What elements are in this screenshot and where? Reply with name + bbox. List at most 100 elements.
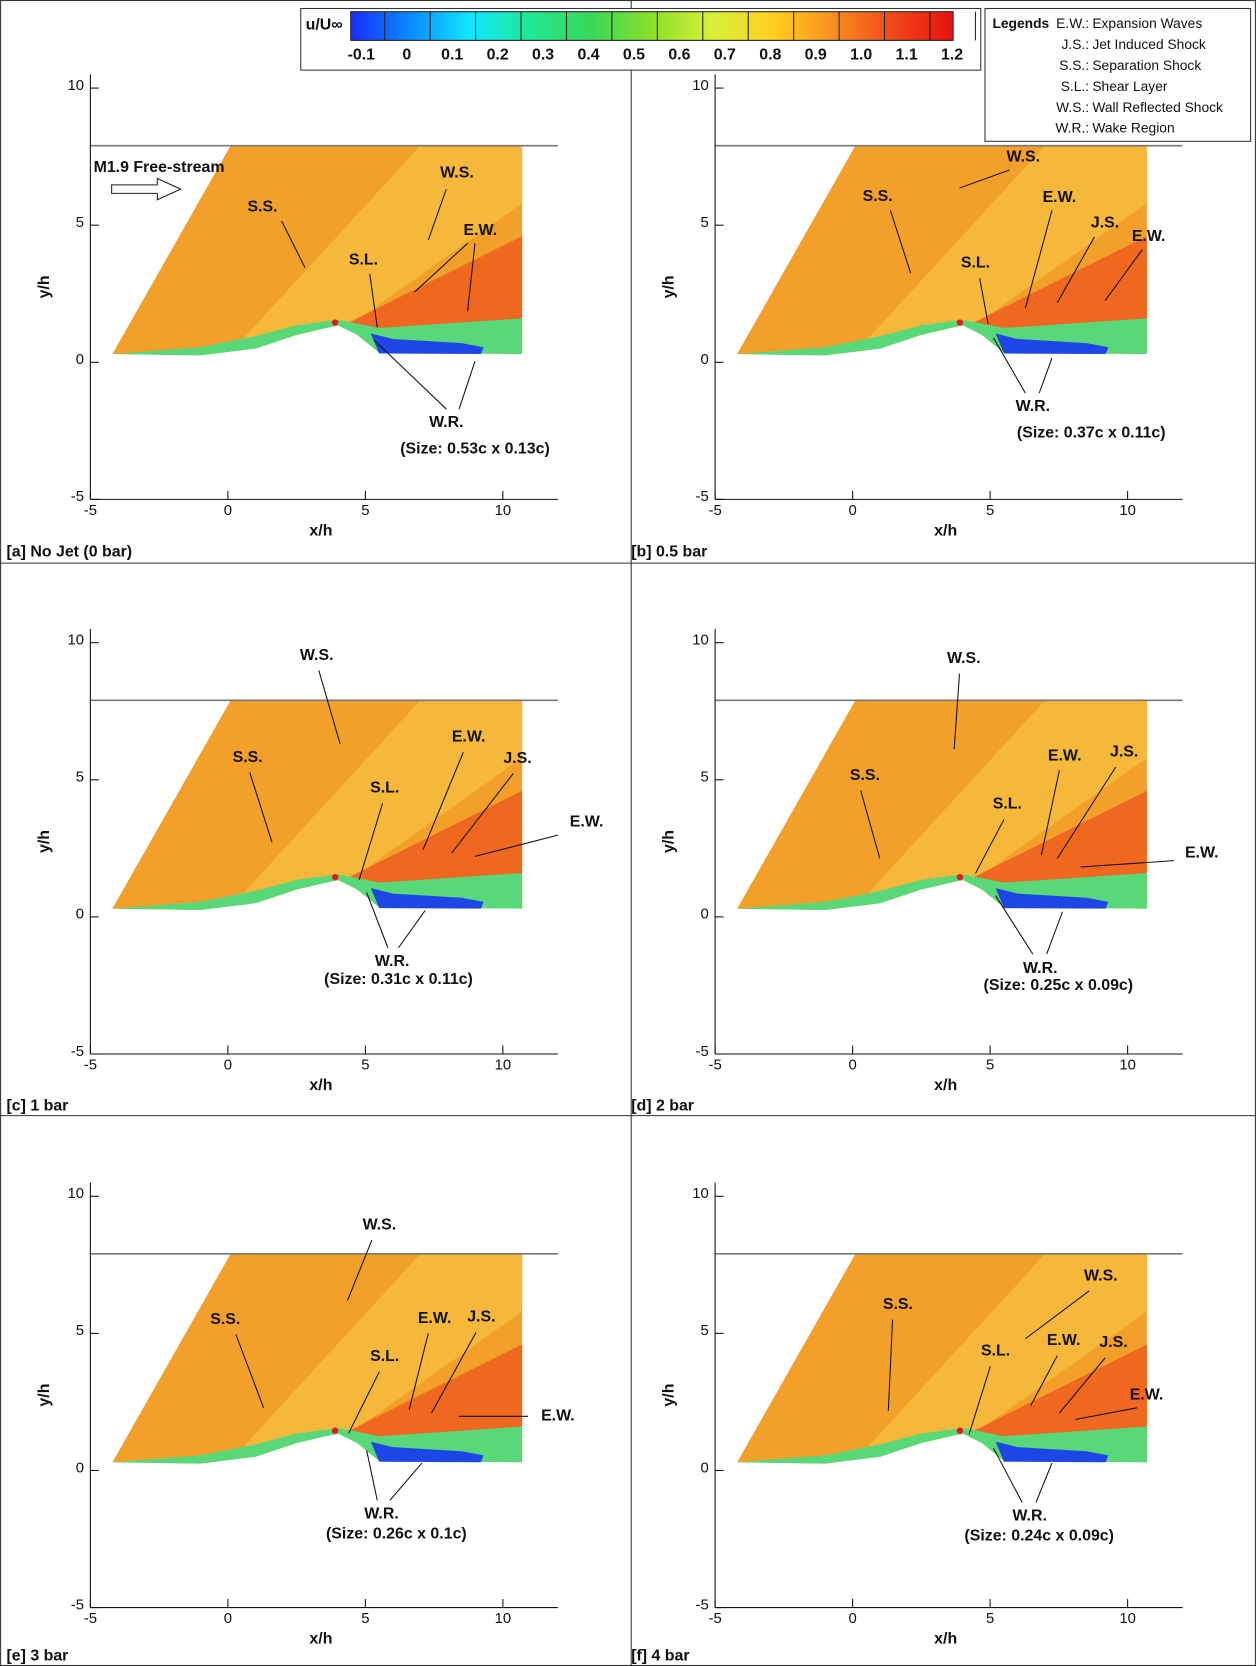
y-tick-label: -5 bbox=[71, 1597, 84, 1613]
annotation: S.L. bbox=[370, 1348, 399, 1365]
x-tick-label: 0 bbox=[848, 1611, 856, 1627]
annotation: S.S. bbox=[863, 188, 893, 205]
annotation: S.L. bbox=[981, 1343, 1010, 1360]
leader-line bbox=[974, 818, 1005, 874]
field-region bbox=[346, 1344, 523, 1444]
panel-label: [b] 0.5 bar bbox=[631, 544, 707, 561]
leader-line bbox=[366, 892, 389, 948]
colorbar-tick-label: 0.2 bbox=[487, 46, 509, 63]
x-tick-label: 10 bbox=[1119, 1611, 1136, 1627]
field-region bbox=[331, 1427, 339, 1434]
size-label: (Size: 0.25c x 0.09c) bbox=[984, 977, 1134, 994]
leader-line bbox=[968, 1366, 991, 1435]
annotation: W.R. bbox=[364, 1505, 399, 1522]
panel-label: [e] 3 bar bbox=[6, 1648, 68, 1665]
annotation: J.S. bbox=[1110, 743, 1138, 760]
y-tick-label: -5 bbox=[696, 1597, 709, 1613]
y-tick-label: 0 bbox=[76, 352, 84, 368]
colorbar-tick-label: 0.6 bbox=[668, 46, 690, 63]
colorbar-tick-label: 0.5 bbox=[623, 46, 645, 63]
annotation: S.S. bbox=[210, 1311, 240, 1328]
leader-line bbox=[979, 278, 989, 325]
y-tick-label: 5 bbox=[76, 1323, 84, 1339]
field-region bbox=[370, 888, 484, 909]
field-region bbox=[956, 319, 964, 326]
leader-line bbox=[889, 210, 912, 274]
leader-line bbox=[887, 1319, 894, 1412]
leader-line bbox=[348, 1371, 380, 1434]
size-label: (Size: 0.31c x 0.11c) bbox=[324, 971, 473, 988]
annotation: W.R. bbox=[429, 414, 464, 431]
y-tick-label: 5 bbox=[700, 215, 708, 231]
leader-line bbox=[1056, 236, 1095, 304]
panel-label: [c] 1 bar bbox=[6, 1097, 68, 1114]
annotation: S.L. bbox=[370, 780, 399, 797]
annotation: W.S. bbox=[1006, 148, 1040, 165]
colorbar-tick-label: 1.2 bbox=[941, 46, 963, 63]
field-region bbox=[241, 145, 523, 341]
colorbar-label: u/U∞ bbox=[306, 17, 343, 34]
field-region bbox=[995, 888, 1109, 909]
y-axis-label: y/h bbox=[36, 275, 53, 298]
colorbar-tick-label: 0.1 bbox=[441, 46, 463, 63]
y-tick-label: 10 bbox=[692, 1186, 709, 1202]
size-label: (Size: 0.24c x 0.09c) bbox=[964, 1528, 1114, 1545]
leader-line bbox=[1058, 1357, 1106, 1414]
x-tick-label: 5 bbox=[986, 1611, 994, 1627]
annotation: E.W. bbox=[464, 222, 498, 239]
field-region bbox=[995, 333, 1109, 355]
leader-line bbox=[235, 1334, 265, 1408]
leader-line bbox=[1030, 1355, 1058, 1406]
colorbar-tick-label: 0.3 bbox=[532, 46, 554, 63]
leader-line bbox=[1024, 210, 1053, 309]
annotation: S.S. bbox=[850, 767, 880, 784]
leader-line bbox=[408, 1333, 429, 1411]
annotation: E.W. bbox=[1043, 189, 1077, 206]
annotation: E.W. bbox=[541, 1408, 575, 1425]
field-region bbox=[331, 319, 339, 326]
y-axis-label: y/h bbox=[661, 830, 678, 853]
leader-line bbox=[1038, 357, 1053, 394]
y-axis-label: y/h bbox=[36, 830, 53, 853]
x-axis-label: x/h bbox=[309, 522, 332, 539]
y-tick-label: 0 bbox=[76, 907, 84, 923]
x-tick-label: -5 bbox=[709, 1611, 722, 1627]
annotation: W.S. bbox=[947, 650, 981, 667]
field-region bbox=[995, 1441, 1109, 1463]
x-tick-label: 10 bbox=[495, 1611, 512, 1627]
inlet-label: M1.9 Free-stream bbox=[94, 159, 225, 176]
legend-text: Expansion Waves bbox=[1092, 15, 1202, 31]
y-tick-label: 10 bbox=[692, 633, 709, 649]
x-tick-label: 0 bbox=[224, 1058, 232, 1074]
annotation: E.W. bbox=[1047, 1332, 1081, 1349]
leader-line bbox=[474, 834, 559, 857]
colorbar-tick-label: 1.0 bbox=[850, 46, 872, 63]
annotation: S.S. bbox=[883, 1296, 913, 1313]
field-region bbox=[970, 790, 1147, 890]
field-region bbox=[970, 236, 1147, 335]
y-tick-label: 10 bbox=[67, 1186, 84, 1202]
field-region bbox=[241, 1253, 523, 1449]
field-region bbox=[866, 1253, 1147, 1449]
leader-line bbox=[398, 910, 426, 949]
y-tick-label: 0 bbox=[76, 1460, 84, 1476]
x-tick-label: 10 bbox=[495, 1058, 512, 1074]
leader-line bbox=[1046, 911, 1064, 955]
annotation: E.W. bbox=[418, 1310, 452, 1327]
annotation: S.S. bbox=[233, 749, 263, 766]
legend-text: Separation Shock bbox=[1092, 57, 1201, 73]
x-tick-label: -5 bbox=[709, 503, 722, 519]
annotation: J.S. bbox=[503, 750, 531, 767]
size-label: (Size: 0.26c x 0.1c) bbox=[326, 1525, 467, 1542]
legend-title: Legends bbox=[992, 15, 1049, 31]
field-region bbox=[331, 873, 339, 881]
annotation: E.W. bbox=[1048, 748, 1082, 765]
y-tick-label: -5 bbox=[71, 489, 84, 505]
inlet-arrow bbox=[111, 177, 182, 201]
annotation: E.W. bbox=[1185, 844, 1219, 861]
annotation: J.S. bbox=[1099, 1334, 1127, 1351]
x-tick-label: 0 bbox=[224, 503, 232, 519]
leader-line bbox=[458, 361, 476, 410]
legend-abbr: E.W.: bbox=[1056, 15, 1089, 31]
colorbar-tick-label: -0.1 bbox=[348, 46, 376, 63]
